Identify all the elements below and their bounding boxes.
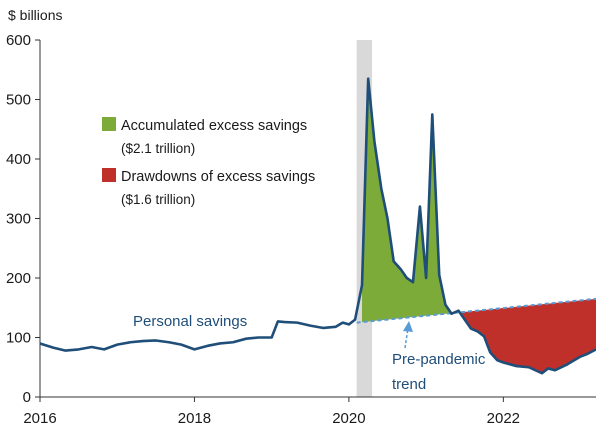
legend-sub-excess: ($2.1 trillion) — [121, 141, 195, 156]
legend-label-drawdown: Drawdowns of excess savings — [121, 169, 315, 185]
x-tick-label: 2022 — [487, 410, 520, 427]
y-tick-label: 200 — [6, 270, 31, 287]
legend: Accumulated excess savings ($2.1 trillio… — [102, 117, 315, 207]
personal-savings-label: Personal savings — [133, 313, 247, 330]
trend-label-line2: trend — [392, 376, 426, 393]
y-tick-label: 600 — [6, 32, 31, 49]
excess-area-layer — [362, 78, 596, 374]
trend-label-line1: Pre-pandemic — [392, 351, 486, 368]
excess-savings-area — [362, 78, 452, 323]
legend-swatch-excess — [102, 117, 116, 131]
y-tick-label: 0 — [23, 389, 31, 406]
y-tick-label: 400 — [6, 151, 31, 168]
series-layer — [39, 77, 596, 375]
pre-pandemic-trend-line — [356, 297, 596, 324]
personal-savings-line — [39, 77, 596, 375]
y-tick-label: 500 — [6, 92, 31, 109]
y-tick-label: 300 — [6, 211, 31, 228]
trend-arrow — [403, 321, 413, 349]
y-unit-label: $ billions — [8, 7, 62, 23]
y-tick-label: 100 — [6, 330, 31, 347]
x-tick-label: 2016 — [23, 410, 56, 427]
x-tick-label: 2018 — [178, 410, 211, 427]
legend-label-excess: Accumulated excess savings — [121, 118, 307, 134]
legend-sub-drawdown: ($1.6 trillion) — [121, 192, 195, 207]
legend-swatch-drawdown — [102, 168, 116, 182]
x-tick-label: 2020 — [332, 410, 365, 427]
axes-layer — [35, 39, 596, 402]
